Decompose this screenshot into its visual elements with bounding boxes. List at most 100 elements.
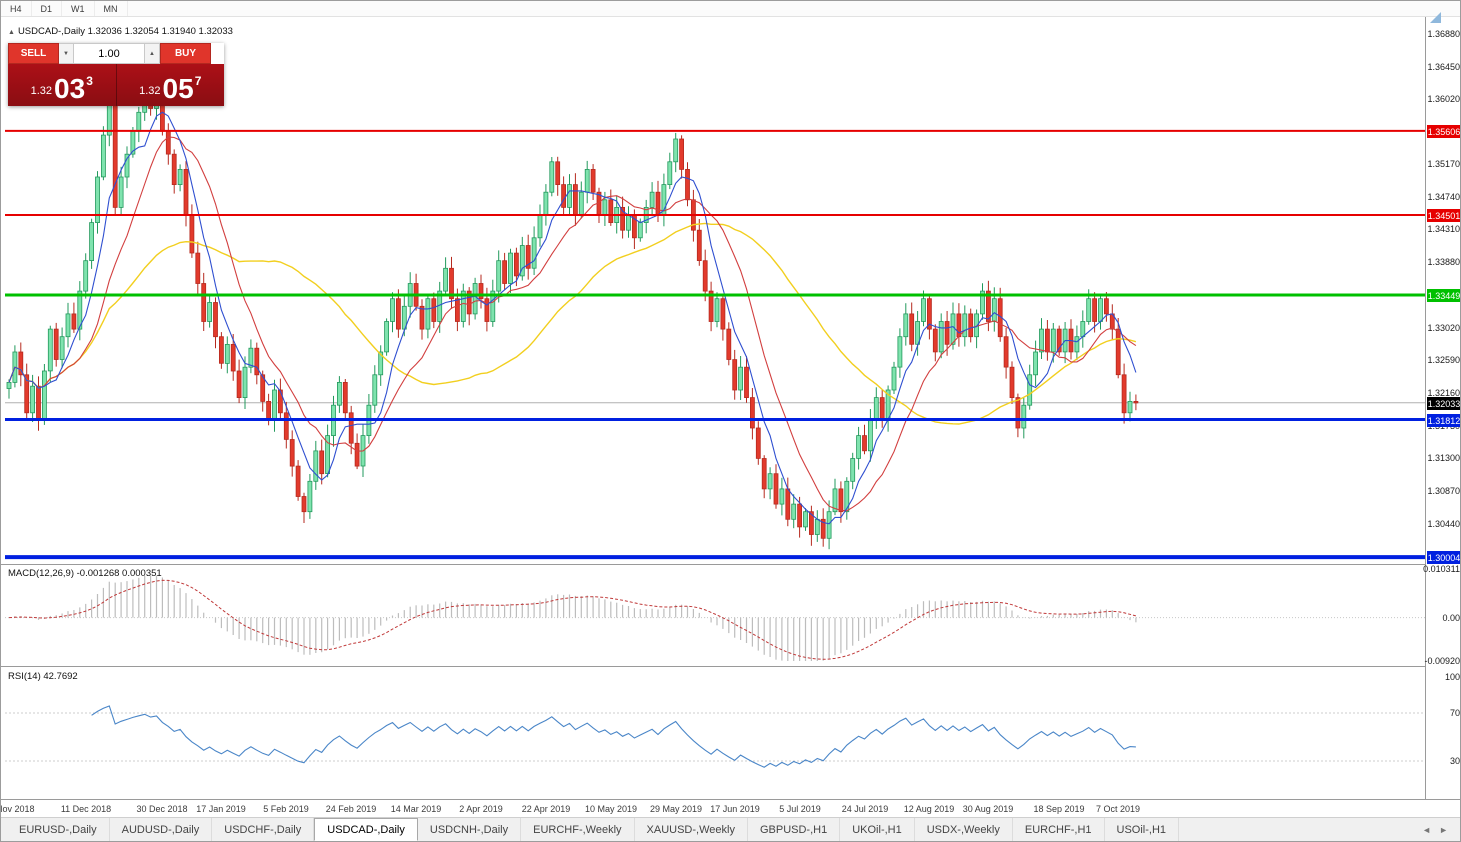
candle-body <box>319 450 325 475</box>
candle-body <box>508 252 513 284</box>
candle-body <box>42 370 47 421</box>
candle-body <box>207 302 213 322</box>
candle-body <box>490 290 496 322</box>
tab-scroll-left-icon[interactable]: ◄ <box>1422 824 1432 835</box>
tab-usdcnh-daily[interactable]: USDCNH-,Daily <box>418 818 522 841</box>
buy-price[interactable]: 1.32 05 7 <box>117 64 225 106</box>
candle-body <box>537 214 543 239</box>
candle-body <box>714 298 720 322</box>
price-axis[interactable]: 1.36880 1.36450 1.36020 1.35170 1.34740 1.343… <box>1423 17 1461 799</box>
candle-body <box>71 313 77 330</box>
tab-ukoil-h1[interactable]: UKOil-,H1 <box>840 818 915 841</box>
date-axis-label: 30 Dec 2018 <box>136 804 188 814</box>
date-axis-label: 29 May 2019 <box>649 804 703 814</box>
candle-body <box>696 229 702 261</box>
chart-title-text: USDCAD-,Daily 1.32036 1.32054 1.31940 1.… <box>17 26 233 37</box>
timeframe-button-mn[interactable]: MN <box>95 1 128 16</box>
candle-body <box>832 488 838 513</box>
rsi-axis-label: 30 <box>1449 756 1460 766</box>
tab-usdx-weekly[interactable]: USDX-,Weekly <box>915 818 1013 841</box>
candle-body <box>667 161 673 186</box>
candle-body <box>525 245 531 269</box>
auto-scroll-icon[interactable] <box>1430 12 1441 23</box>
sell-price[interactable]: 1.32 03 3 <box>8 64 116 106</box>
tab-usoil-h1[interactable]: USOil-,H1 <box>1105 818 1180 841</box>
candle-body <box>927 298 932 330</box>
candle-body <box>620 206 625 231</box>
candle-body <box>307 480 313 513</box>
collapse-icon[interactable]: ▲ <box>8 29 15 36</box>
timeframe-button-h4[interactable]: H4 <box>1 1 32 16</box>
rsi-line <box>91 705 1136 768</box>
candle-body <box>767 473 773 490</box>
volume-decrease-icon[interactable]: ▼ <box>59 43 74 64</box>
tab-gbpusd-h1[interactable]: GBPUSD-,H1 <box>748 818 841 841</box>
candle-body <box>555 161 561 186</box>
candle-body <box>1009 366 1015 399</box>
price-divider <box>115 64 117 106</box>
candle-body <box>602 199 608 216</box>
sell-button[interactable]: SELL <box>8 43 59 64</box>
macd-indicator-canvas[interactable] <box>5 565 1425 665</box>
candle-body <box>53 328 59 360</box>
ma-fast-line <box>8 111 1137 525</box>
date-axis[interactable]: 22 Nov 2018 11 Dec 2018 30 Dec 2018 17 Jan … <box>1 799 1460 818</box>
candle-body <box>590 168 596 193</box>
sell-price-base: 1.32 <box>30 85 53 97</box>
candle-body <box>478 283 484 300</box>
candle-body <box>472 283 478 315</box>
date-axis-label: 7 Oct 2019 <box>1095 804 1141 814</box>
candle-body <box>484 298 490 322</box>
tab-eurchf-h1[interactable]: EURCHF-,H1 <box>1013 818 1105 841</box>
buy-button[interactable]: BUY <box>160 43 211 64</box>
tab-eurchf-weekly[interactable]: EURCHF-,Weekly <box>521 818 635 841</box>
volume-increase-icon[interactable]: ▲ <box>145 43 160 64</box>
candle-body <box>201 283 207 322</box>
candle-body <box>502 260 508 284</box>
price-tick-label: 1.33020 <box>1427 323 1460 333</box>
tab-eurusd-daily[interactable]: EURUSD-,Daily <box>7 818 110 841</box>
candle-body <box>608 199 614 224</box>
tab-xauusd-weekly[interactable]: XAUUSD-,Weekly <box>635 818 748 841</box>
candle-body <box>932 328 938 353</box>
candle-body <box>862 435 867 452</box>
panel-separator[interactable] <box>1 666 1460 667</box>
candle-body <box>1056 328 1062 353</box>
candle-body <box>171 153 177 185</box>
candle-body <box>519 245 525 277</box>
date-axis-label: 24 Feb 2019 <box>325 804 377 814</box>
date-axis-label: 11 Dec 2018 <box>60 804 112 814</box>
price-tick-label: 1.30870 <box>1427 486 1460 496</box>
timeframe-button-w1[interactable]: W1 <box>62 1 95 16</box>
candle-body <box>679 138 684 170</box>
candle-body <box>390 298 395 322</box>
trade-controls-row: SELL ▼ ▲ BUY <box>8 43 224 64</box>
candle-body <box>791 503 797 520</box>
volume-input[interactable] <box>74 43 145 64</box>
date-axis-label: 18 Sep 2019 <box>1033 804 1085 814</box>
rsi-indicator-canvas[interactable] <box>5 667 1425 799</box>
tab-scroll-right-icon[interactable]: ► <box>1439 824 1448 835</box>
price-line-badge: 1.33449 <box>1427 289 1461 302</box>
chart-title: ▲ USDCAD-,Daily 1.32036 1.32054 1.31940 1… <box>8 26 233 37</box>
timeframe-toolbar: H4 D1 W1 MN <box>1 1 1460 17</box>
chart-tab-bar: EURUSD-,Daily AUDUSD-,Daily USDCHF-,Daily U… <box>1 817 1460 841</box>
panel-separator[interactable] <box>1 564 1460 565</box>
tab-audusd-daily[interactable]: AUDUSD-,Daily <box>110 818 213 841</box>
tab-usdcad-daily[interactable]: USDCAD-,Daily <box>314 818 418 841</box>
price-tick-label: 1.33880 <box>1427 257 1460 267</box>
candle-body <box>124 153 130 178</box>
candle-body <box>1074 336 1080 353</box>
price-tick-label: 1.34310 <box>1427 224 1460 234</box>
candle-body <box>283 412 289 440</box>
tab-usdchf-daily[interactable]: USDCHF-,Daily <box>212 818 315 841</box>
candle-body <box>59 336 65 360</box>
tab-scroll-arrows: ◄ ► <box>1410 818 1460 841</box>
date-axis-label: 22 Apr 2019 <box>521 804 571 814</box>
candle-body <box>378 351 384 376</box>
price-tick-label: 1.35170 <box>1427 159 1460 169</box>
timeframe-button-d1[interactable]: D1 <box>32 1 63 16</box>
candle-body <box>726 328 732 360</box>
buy-price-big: 05 <box>162 73 194 104</box>
price-chart-canvas[interactable] <box>5 17 1425 563</box>
